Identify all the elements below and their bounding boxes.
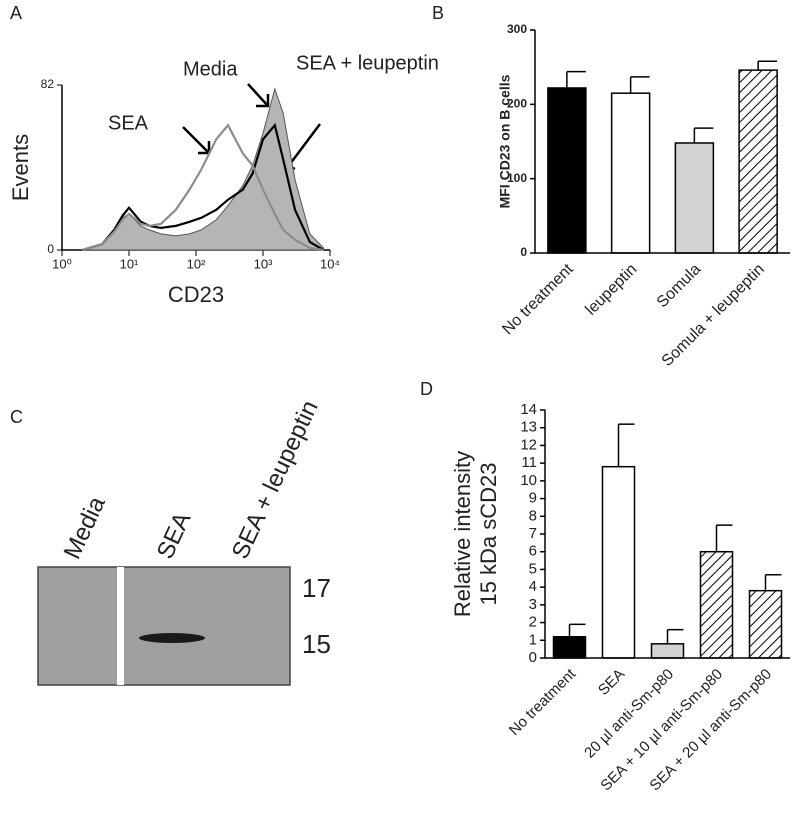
y-tick-label: 12: [520, 436, 537, 453]
y-tick-label: 13: [520, 419, 537, 436]
arrows: [182, 83, 321, 174]
bar: [601, 465, 636, 659]
x-tick-label: 10⁰: [52, 256, 72, 271]
marker-label: 15: [302, 629, 331, 659]
y-tick-label: 0: [529, 649, 537, 666]
band: [139, 633, 205, 643]
bar: [748, 589, 783, 659]
y-tick-label: 7: [529, 525, 537, 542]
bar: [674, 142, 715, 254]
y-tick-label: 8: [529, 507, 537, 524]
x-tick-label: No treatment: [499, 260, 577, 338]
series-annotation: Media: [183, 58, 238, 80]
panel-label: D: [420, 379, 433, 399]
x-tick-label: SEA: [595, 666, 628, 699]
y-tick-label: 10: [520, 472, 537, 489]
x-tick-label: Somula: [654, 261, 704, 311]
x-tick-label: 10³: [254, 256, 273, 271]
bar: [610, 92, 651, 254]
series-annotation: SEA + leupeptin: [296, 52, 439, 74]
x-tick-label: 10¹: [120, 256, 139, 271]
y-tick-label: 3: [529, 596, 537, 613]
y-axis-label: MFI CD23 on B cells: [497, 74, 513, 208]
x-tick-label: 10²: [187, 256, 206, 271]
y-tick-label: 4: [529, 578, 537, 595]
x-tick-label: leupeptin: [582, 261, 640, 319]
bar: [547, 87, 587, 254]
lane-label: SEA: [152, 508, 197, 563]
lane-label: Media: [59, 492, 111, 563]
bar: [738, 69, 778, 254]
bar: [552, 635, 587, 659]
x-axis-label: CD23: [168, 282, 224, 307]
y-tick-label: 200: [507, 97, 527, 111]
y-tick-label: 0: [47, 242, 54, 256]
y-tick-label: 11: [521, 454, 537, 471]
axis: [544, 410, 790, 659]
y-tick-label: 2: [529, 614, 537, 631]
y-tick-label: 0: [520, 245, 527, 259]
line: [81, 123, 324, 252]
x-tick-label: 20 µl anti-Sm-p80: [581, 666, 677, 762]
y-axis-label: 15 kDa sCD23: [476, 462, 501, 605]
y-tick-label: 5: [529, 560, 537, 577]
panel-label: B: [432, 3, 444, 23]
bar: [699, 550, 734, 659]
marker-label: 17: [302, 573, 331, 603]
y-tick-label: 9: [529, 490, 537, 507]
y-tick-label: 6: [529, 543, 537, 560]
line: [81, 122, 325, 252]
panel-label: C: [10, 407, 23, 427]
y-tick-label: 14: [520, 401, 537, 418]
y-tick-label: 300: [507, 22, 527, 36]
series-annotation: SEA: [108, 112, 149, 134]
blot: [37, 566, 291, 686]
bar: [650, 643, 685, 659]
y-tick-label: 82: [41, 77, 55, 91]
y-tick-label: 100: [507, 171, 527, 185]
x-tick-label: 10⁴: [320, 256, 340, 271]
lane-label: SEA + leupeptin: [227, 396, 324, 563]
panel-label: A: [10, 3, 22, 23]
y-tick-label: 1: [529, 631, 537, 648]
y-axis-label: Relative intensity: [450, 451, 475, 617]
axis: [534, 30, 790, 254]
y-axis-label: Events: [8, 134, 33, 201]
x-tick-label: No treatment: [506, 665, 580, 739]
